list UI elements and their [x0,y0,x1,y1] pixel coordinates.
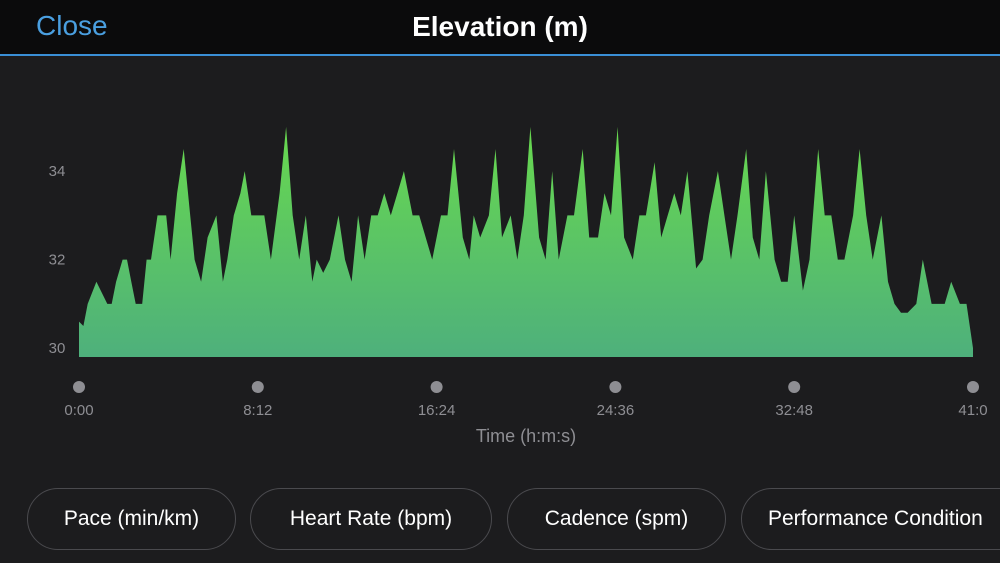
x-tick-marker[interactable] [251,381,264,393]
x-tick-marker[interactable] [609,381,622,393]
x-tick-label: 24:36 [597,402,635,419]
x-tick-marker[interactable] [430,381,443,393]
elevation-area [79,126,973,358]
x-tick-label: 16:24 [418,402,456,419]
cadence-button[interactable]: Cadence (spm) [507,488,726,550]
x-tick-label: 41:0 [958,402,987,419]
heart-rate-button[interactable]: Heart Rate (bpm) [250,488,492,550]
x-tick-label: 32:48 [775,402,813,419]
x-tick-label: 8:12 [243,402,272,419]
metric-selector: Pace (min/km) Heart Rate (bpm) Cadence (… [0,488,1000,554]
performance-condition-button[interactable]: Performance Condition [741,488,1000,550]
pace-button[interactable]: Pace (min/km) [27,488,236,550]
y-tick-label: 32 [49,252,66,269]
y-tick-label: 34 [49,163,66,180]
navigation-bar: Close Elevation (m) [0,0,1000,56]
y-tick-label: 30 [49,340,66,357]
x-tick-marker[interactable] [788,381,801,393]
x-tick-marker[interactable] [73,381,85,393]
page-title: Elevation (m) [412,11,588,42]
x-tick-label: 0:00 [64,402,93,419]
close-button[interactable]: Close [36,10,108,41]
x-tick-marker[interactable] [967,381,979,393]
x-axis-title: Time (h:m:s) [476,426,576,446]
elevation-chart: 30 32 34 0:00 8:12 16:24 24:36 32:48 41:0 Time … [49,126,988,446]
